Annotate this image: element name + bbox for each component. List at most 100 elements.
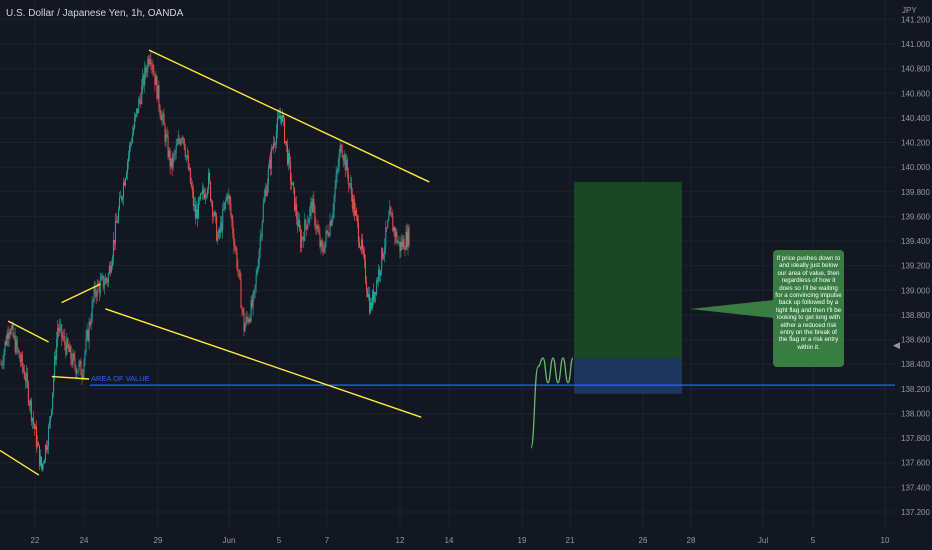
candle-body — [123, 182, 125, 198]
candle-body — [160, 114, 162, 121]
note-box[interactable]: If price pushes down to and ideally just… — [773, 250, 844, 367]
candle-body — [287, 144, 289, 165]
candle-body — [286, 141, 288, 145]
candle-body — [362, 249, 364, 254]
candle-body — [61, 324, 63, 338]
candle-body — [243, 312, 245, 332]
candle-body — [358, 242, 360, 248]
candle-body — [378, 269, 380, 282]
time-tick-label: 7 — [325, 536, 330, 545]
candle-body — [331, 217, 333, 226]
time-tick-label: 28 — [687, 536, 696, 545]
candle-body — [78, 363, 80, 371]
candle-body — [360, 239, 362, 249]
price-tick-label: 140.600 — [901, 89, 930, 98]
candle-body — [295, 203, 297, 211]
candle-body — [86, 330, 88, 338]
candle-body — [73, 353, 75, 358]
candle-body — [359, 247, 361, 249]
price-axis[interactable]: 141.200 141.000 140.800 140.600 140.400 140.2… — [901, 15, 930, 517]
candle-body — [46, 444, 48, 450]
candle-body — [154, 74, 156, 86]
candle-body — [201, 189, 203, 194]
candle-body — [185, 155, 187, 158]
candle-body — [124, 182, 126, 186]
candle-body — [26, 373, 28, 384]
candle-body — [184, 148, 186, 158]
candle-body — [322, 247, 324, 252]
candle-body — [167, 135, 169, 158]
candle-body — [307, 223, 309, 230]
candle-body — [194, 204, 196, 219]
candle-body — [381, 248, 383, 271]
candle-body — [356, 215, 358, 223]
candle-body — [94, 286, 96, 294]
trendline-lower-channel — [105, 308, 422, 418]
candle-body — [47, 446, 49, 450]
candle-body — [314, 206, 316, 226]
candle-body — [120, 196, 122, 200]
candle-body — [222, 208, 224, 231]
candle-body — [111, 257, 113, 266]
candle-body — [397, 242, 399, 244]
candle-body — [182, 137, 184, 139]
candle-body — [89, 322, 91, 325]
candle-body — [303, 237, 305, 241]
time-axis[interactable]: 22 24 29 Jun 5 7 12 14 19 21 26 28 Jul 5 10 — [31, 536, 890, 545]
candle-body — [330, 221, 332, 226]
candle-body — [100, 277, 102, 281]
candle-body — [27, 383, 29, 404]
candle-body — [333, 196, 335, 211]
candle-body — [241, 307, 243, 309]
candle-body — [394, 227, 396, 237]
candle-body — [407, 227, 409, 248]
price-tick-label: 137.600 — [901, 459, 930, 468]
candle-body — [258, 250, 260, 266]
candle-body — [242, 308, 244, 313]
candle-body — [165, 134, 167, 142]
candle-body — [32, 418, 34, 424]
candle-body — [129, 144, 131, 155]
candle-body — [382, 248, 384, 259]
entry-zone — [574, 358, 682, 394]
candle-body — [387, 220, 389, 228]
candle-body — [323, 251, 325, 253]
candle-body — [285, 141, 287, 143]
candle-body — [266, 184, 268, 196]
candle-body — [210, 181, 212, 202]
candle-body — [215, 211, 217, 217]
candle-body — [206, 194, 208, 196]
candle-body — [70, 345, 72, 360]
candle-body — [62, 337, 64, 339]
candle-body — [367, 290, 369, 298]
candle-body — [288, 153, 290, 165]
price-tick-label: 138.200 — [901, 385, 930, 394]
trendlines[interactable] — [0, 49, 430, 476]
candle-body — [247, 318, 249, 323]
candle-body — [114, 220, 116, 244]
price-tick-label: 139.000 — [901, 286, 930, 295]
candle-body — [232, 221, 234, 235]
candle-body — [115, 220, 117, 223]
candle-body — [308, 218, 310, 224]
candle-body — [353, 199, 355, 216]
candle-body — [340, 145, 342, 151]
candle-body — [134, 117, 136, 129]
candle-body — [51, 409, 53, 417]
candle-body — [39, 456, 41, 466]
candle-body — [231, 214, 233, 222]
candle-body — [398, 241, 400, 243]
candle-body — [180, 139, 182, 145]
grid-lines — [0, 0, 895, 528]
time-tick-label: 29 — [154, 536, 163, 545]
candle-body — [350, 183, 352, 195]
candle-body — [183, 138, 185, 149]
candle-body — [352, 199, 354, 210]
candle-body — [103, 284, 105, 288]
collapse-arrow-icon[interactable]: ◀ — [893, 340, 900, 350]
candle-body — [290, 161, 292, 182]
candle-body — [249, 319, 251, 322]
candle-body — [188, 167, 190, 170]
candle-body — [67, 338, 69, 347]
